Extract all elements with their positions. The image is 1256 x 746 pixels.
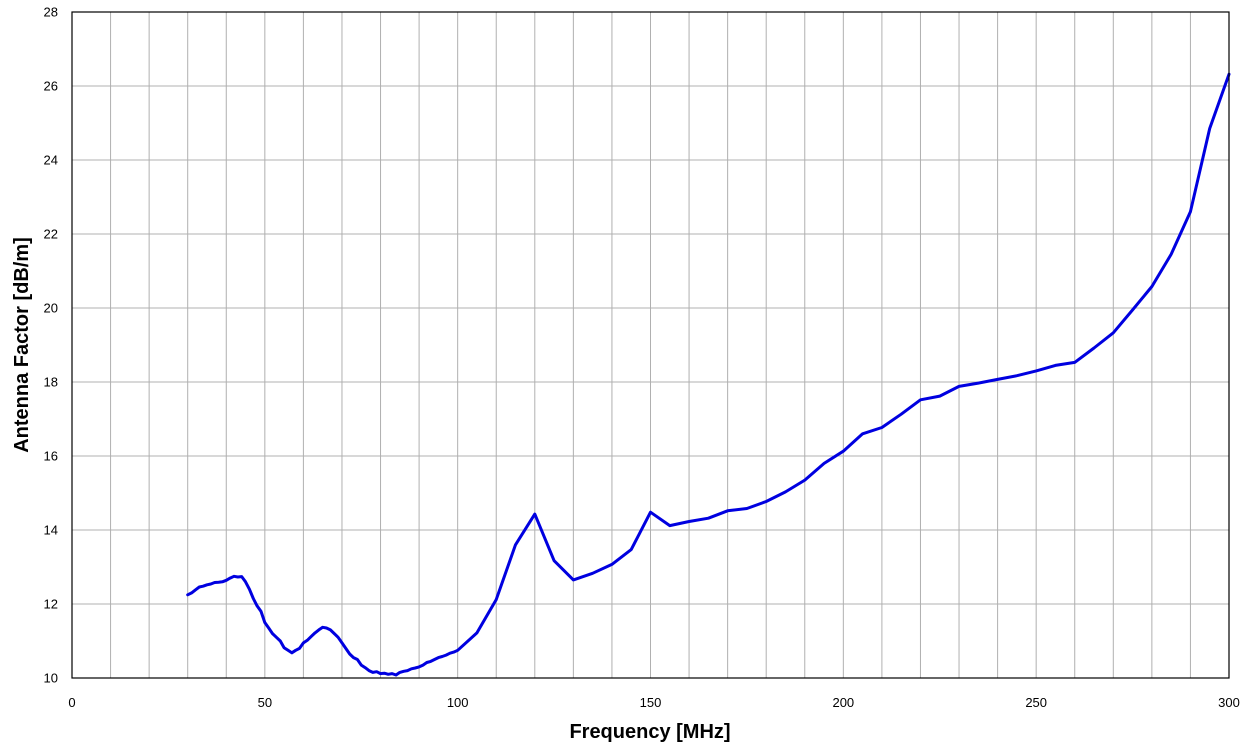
y-tick-label: 14 — [44, 523, 58, 538]
x-tick-label: 200 — [832, 695, 854, 710]
horizontal-gridlines — [72, 85, 1229, 605]
plot-frame — [71, 11, 1230, 679]
x-tick-label: 100 — [447, 695, 469, 710]
y-tick-label: 22 — [44, 227, 58, 242]
x-tick-labels: 0 50 100 150 200 250 300 — [68, 695, 1239, 710]
x-tick-label: 250 — [1025, 695, 1047, 710]
antenna-factor-line — [186, 72, 1231, 677]
y-tick-label: 24 — [44, 153, 58, 168]
x-tick-label: 50 — [258, 695, 272, 710]
x-tick-label: 0 — [68, 695, 75, 710]
y-tick-label: 10 — [44, 671, 58, 686]
y-tick-label: 18 — [44, 375, 58, 390]
vertical-gridlines — [110, 12, 1191, 678]
y-tick-label: 28 — [44, 5, 58, 20]
y-tick-label: 12 — [44, 597, 58, 612]
y-axis-title: Antenna Factor [dB/m] — [11, 237, 33, 453]
y-tick-label: 26 — [44, 79, 58, 94]
x-axis-title: Frequency [MHz] — [569, 721, 730, 743]
x-tick-label: 150 — [640, 695, 662, 710]
y-tick-labels: 10 12 14 16 18 20 22 24 26 28 — [44, 5, 58, 686]
y-tick-label: 20 — [44, 301, 58, 316]
y-tick-label: 16 — [44, 449, 58, 464]
x-tick-label: 300 — [1218, 695, 1240, 710]
